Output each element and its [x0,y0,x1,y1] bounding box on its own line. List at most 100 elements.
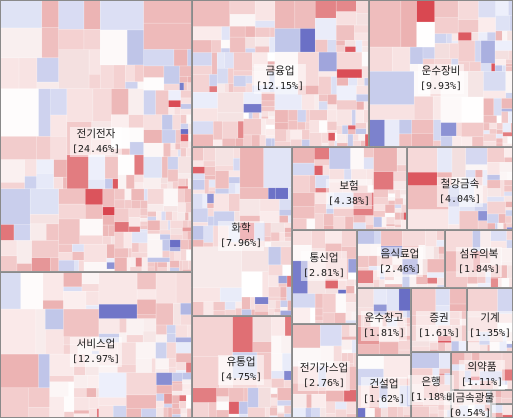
constituent-tile[interactable] [387,196,396,201]
constituent-tile[interactable] [49,381,69,397]
constituent-tile[interactable] [182,227,193,232]
constituent-tile[interactable] [398,378,412,386]
constituent-tile[interactable] [356,270,374,284]
constituent-tile[interactable] [86,387,97,398]
constituent-tile[interactable] [311,393,327,408]
constituent-tile[interactable] [352,133,359,141]
sector-block-8[interactable] [291,229,358,325]
constituent-tile[interactable] [44,308,64,330]
constituent-tile[interactable] [83,243,108,263]
constituent-tile[interactable] [134,174,144,183]
constituent-tile[interactable] [279,215,289,223]
constituent-tile[interactable] [333,345,343,367]
constituent-tile[interactable] [444,271,468,289]
constituent-tile[interactable] [106,262,115,270]
constituent-tile[interactable] [83,261,108,273]
constituent-tile[interactable] [134,154,144,176]
constituent-tile[interactable] [191,107,218,122]
constituent-tile[interactable] [427,258,446,273]
constituent-tile[interactable] [496,129,504,135]
constituent-tile[interactable] [173,49,188,67]
constituent-tile[interactable] [168,100,181,108]
constituent-tile[interactable] [480,40,496,64]
constituent-tile[interactable] [351,185,369,193]
constituent-tile[interactable] [81,283,100,292]
constituent-tile[interactable] [501,277,510,289]
constituent-tile[interactable] [169,260,180,268]
constituent-tile[interactable] [191,146,204,161]
constituent-tile[interactable] [435,305,451,326]
constituent-tile[interactable] [191,356,220,389]
constituent-tile[interactable] [88,408,98,418]
constituent-tile[interactable] [356,287,374,309]
constituent-tile[interactable] [41,27,59,59]
constituent-tile[interactable] [369,385,380,409]
constituent-tile[interactable] [125,64,135,83]
sector-block-18[interactable] [450,389,492,418]
constituent-tile[interactable] [341,352,349,364]
constituent-tile[interactable] [474,404,485,413]
constituent-tile[interactable] [461,177,467,186]
constituent-tile[interactable] [182,231,188,241]
constituent-tile[interactable] [216,83,225,93]
constituent-tile[interactable] [100,64,114,90]
constituent-tile[interactable] [208,190,216,195]
constituent-tile[interactable] [398,287,412,312]
constituent-tile[interactable] [444,409,448,418]
constituent-tile[interactable] [335,24,355,41]
constituent-tile[interactable] [486,201,506,215]
constituent-tile[interactable] [135,342,156,359]
constituent-tile[interactable] [445,342,452,353]
constituent-tile[interactable] [135,257,143,268]
constituent-tile[interactable] [322,165,330,176]
constituent-tile[interactable] [163,142,172,158]
constituent-tile[interactable] [114,221,130,233]
constituent-tile[interactable] [50,114,68,137]
constituent-tile[interactable] [343,389,358,403]
constituent-tile[interactable] [217,112,244,122]
constituent-tile[interactable] [489,128,497,135]
constituent-tile[interactable] [126,372,157,396]
constituent-tile[interactable] [108,224,115,237]
constituent-tile[interactable] [336,51,363,70]
constituent-tile[interactable] [254,20,276,28]
constituent-tile[interactable] [216,68,229,84]
constituent-tile[interactable] [323,213,334,226]
constituent-tile[interactable] [49,353,75,376]
constituent-tile[interactable] [410,315,437,326]
constituent-tile[interactable] [439,368,452,374]
sector-block-2[interactable] [191,0,370,148]
constituent-tile[interactable] [483,115,498,124]
constituent-tile[interactable] [259,134,267,148]
constituent-tile[interactable] [341,246,358,260]
constituent-tile[interactable] [128,247,133,258]
constituent-tile[interactable] [486,196,505,202]
constituent-tile[interactable] [435,287,451,306]
constituent-tile[interactable] [368,119,385,148]
constituent-tile[interactable] [361,46,370,53]
constituent-tile[interactable] [169,234,183,241]
constituent-tile[interactable] [451,325,468,342]
constituent-tile[interactable] [268,187,276,200]
constituent-tile[interactable] [259,112,262,120]
constituent-tile[interactable] [387,406,398,418]
constituent-tile[interactable] [29,188,60,215]
constituent-tile[interactable] [501,351,513,370]
constituent-tile[interactable] [233,146,241,159]
constituent-tile[interactable] [291,393,307,409]
constituent-tile[interactable] [156,372,173,386]
constituent-tile[interactable] [387,385,400,407]
constituent-tile[interactable] [410,287,437,316]
constituent-tile[interactable] [191,287,221,303]
constituent-tile[interactable] [483,130,490,135]
constituent-tile[interactable] [494,50,510,60]
constituent-tile[interactable] [497,287,513,315]
constituent-tile[interactable] [140,200,148,209]
constituent-tile[interactable] [177,212,186,221]
constituent-tile[interactable] [232,377,258,389]
constituent-tile[interactable] [478,0,496,18]
constituent-tile[interactable] [280,335,293,354]
constituent-tile[interactable] [215,170,230,189]
constituent-tile[interactable] [284,236,293,242]
constituent-tile[interactable] [314,159,330,166]
